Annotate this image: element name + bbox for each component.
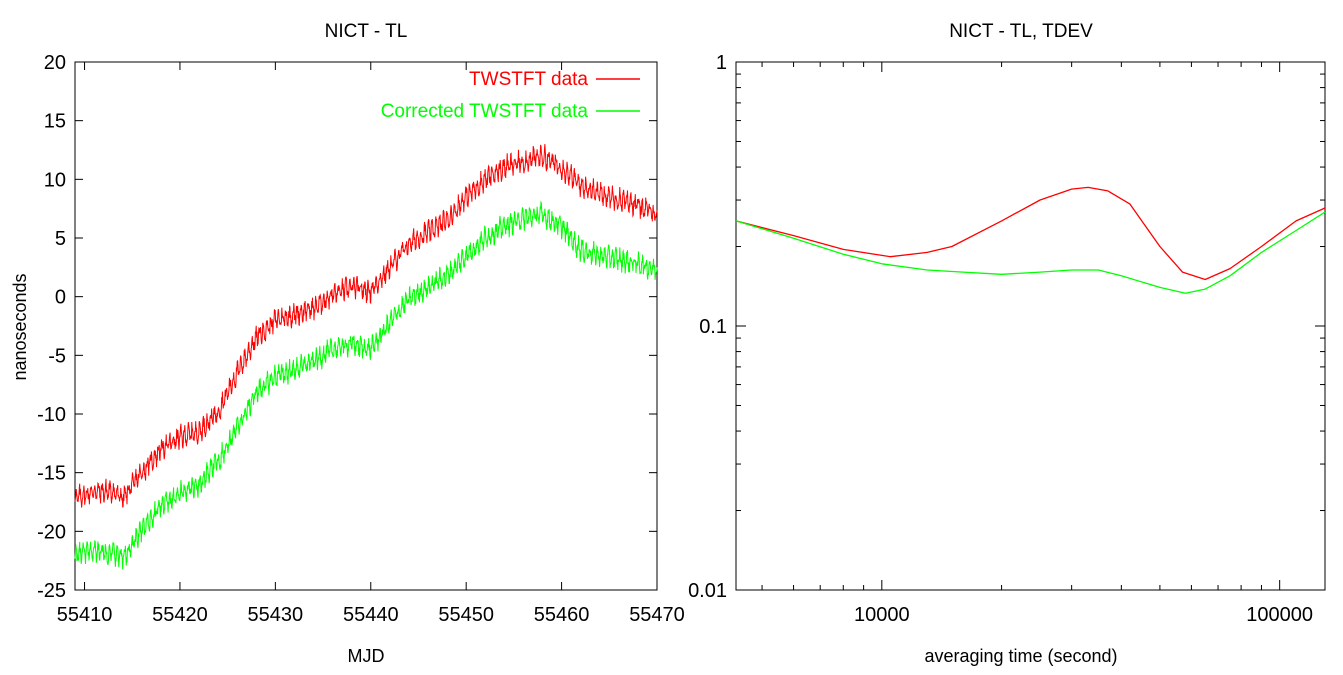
tdev-line-twstft bbox=[735, 186, 1326, 281]
plot-frame bbox=[735, 61, 1326, 591]
x-tick-label: 55470 bbox=[629, 604, 685, 626]
y-tick-label: -20 bbox=[37, 521, 66, 543]
y-tick-label: 10 bbox=[44, 169, 66, 191]
chart-tdev: NICT - TL, TDEV averaging time (second) … bbox=[688, 21, 1326, 666]
axis-ticks: 10000 100000 0.01 0.1 1 bbox=[688, 52, 1325, 626]
chart-mjd-nanoseconds: NICT - TL MJD nanoseconds 55410 55420 5543… bbox=[10, 21, 685, 666]
x-tick-label: 55450 bbox=[438, 604, 494, 626]
y-tick-label: 1 bbox=[716, 52, 727, 74]
y-tick-label: -15 bbox=[37, 463, 66, 485]
series-line-twstft bbox=[74, 144, 658, 508]
axis-ticks: 55410 55420 55430 55440 55450 55460 55470 -25 -2… bbox=[37, 52, 685, 626]
series-line-corrected bbox=[74, 200, 658, 570]
tdev-line-corrected bbox=[735, 211, 1326, 294]
y-tick-label: 15 bbox=[44, 111, 66, 133]
y-tick-label: -5 bbox=[48, 345, 66, 367]
x-tick-label: 100000 bbox=[1246, 604, 1313, 626]
x-tick-label: 10000 bbox=[854, 604, 910, 626]
x-axis-label: MJD bbox=[348, 646, 385, 666]
chart-title: NICT - TL, TDEV bbox=[949, 21, 1093, 42]
y-tick-label: -10 bbox=[37, 404, 66, 426]
plot-frame bbox=[74, 61, 658, 591]
legend-label-corrected: Corrected TWSTFT data bbox=[381, 101, 589, 122]
series-lines bbox=[74, 144, 658, 570]
y-tick-label: 0 bbox=[55, 287, 66, 309]
series-lines bbox=[735, 186, 1326, 294]
legend-label-twstft: TWSTFT data bbox=[469, 69, 588, 90]
y-tick-label: 0.01 bbox=[688, 580, 727, 602]
x-tick-label: 55460 bbox=[534, 604, 590, 626]
chart-title: NICT - TL bbox=[325, 21, 408, 42]
x-axis-label: averaging time (second) bbox=[924, 646, 1117, 666]
legend: TWSTFT data Corrected TWSTFT data bbox=[381, 69, 640, 122]
x-tick-label: 55420 bbox=[152, 604, 208, 626]
x-tick-label: 55440 bbox=[343, 604, 399, 626]
y-tick-label: 20 bbox=[44, 52, 66, 74]
y-tick-label: -25 bbox=[37, 580, 66, 602]
y-tick-label: 5 bbox=[55, 228, 66, 250]
y-axis-label: nanoseconds bbox=[10, 273, 30, 380]
y-tick-label: 0.1 bbox=[699, 316, 727, 338]
x-tick-label: 55430 bbox=[248, 604, 304, 626]
x-tick-label: 55410 bbox=[57, 604, 113, 626]
